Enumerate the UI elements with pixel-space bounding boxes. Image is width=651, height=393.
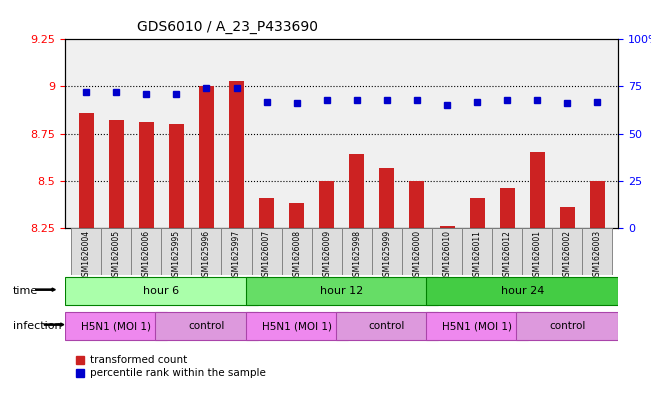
Bar (251, 228, 282, 275)
Bar (590, 181, 605, 228)
Bar (312, 228, 342, 275)
Bar (552, 228, 583, 275)
Bar (71, 228, 101, 275)
FancyBboxPatch shape (65, 312, 167, 340)
Bar (289, 204, 304, 228)
FancyBboxPatch shape (245, 312, 348, 340)
FancyBboxPatch shape (245, 277, 438, 305)
Legend: transformed count, percentile rank within the sample: transformed count, percentile rank withi… (70, 351, 270, 382)
Bar (139, 122, 154, 228)
Bar (432, 228, 462, 275)
FancyBboxPatch shape (65, 277, 258, 305)
Text: GSM1626008: GSM1626008 (292, 230, 301, 281)
Text: time: time (13, 286, 38, 296)
Text: hour 12: hour 12 (320, 286, 363, 296)
FancyBboxPatch shape (156, 312, 258, 340)
Bar (522, 228, 552, 275)
Text: H5N1 (MOI 1): H5N1 (MOI 1) (262, 321, 331, 331)
Text: H5N1 (MOI 1): H5N1 (MOI 1) (442, 321, 512, 331)
Bar (199, 86, 214, 228)
Text: GSM1626007: GSM1626007 (262, 230, 271, 281)
Text: GSM1626006: GSM1626006 (142, 230, 151, 281)
Text: infection: infection (13, 321, 62, 331)
Bar (350, 154, 365, 228)
Bar (132, 228, 161, 275)
Text: GSM1626004: GSM1626004 (81, 230, 90, 281)
Text: control: control (368, 321, 405, 331)
Text: GSM1625997: GSM1625997 (232, 230, 241, 281)
Bar (492, 228, 522, 275)
FancyBboxPatch shape (336, 312, 438, 340)
Bar (191, 228, 221, 275)
Bar (500, 188, 515, 228)
Bar (462, 228, 492, 275)
Bar (109, 120, 124, 228)
Bar (560, 207, 575, 228)
Bar (380, 167, 395, 228)
Bar (530, 152, 545, 228)
Bar (221, 228, 251, 275)
Text: GSM1626010: GSM1626010 (443, 230, 452, 281)
Bar (229, 81, 244, 228)
Text: GSM1625999: GSM1625999 (382, 230, 391, 281)
Bar (342, 228, 372, 275)
Bar (469, 198, 484, 228)
Text: GSM1626005: GSM1626005 (112, 230, 120, 281)
Bar (372, 228, 402, 275)
Bar (583, 228, 613, 275)
Bar (259, 198, 274, 228)
Text: GSM1626002: GSM1626002 (563, 230, 572, 281)
Bar (282, 228, 312, 275)
Text: GSM1626012: GSM1626012 (503, 230, 512, 281)
Bar (409, 181, 424, 228)
Text: GSM1626001: GSM1626001 (533, 230, 542, 281)
Text: H5N1 (MOI 1): H5N1 (MOI 1) (81, 321, 151, 331)
Bar (101, 228, 132, 275)
Text: GSM1626000: GSM1626000 (413, 230, 421, 281)
Bar (169, 124, 184, 228)
Text: control: control (188, 321, 225, 331)
Bar (79, 113, 94, 228)
Bar (161, 228, 191, 275)
Text: GSM1625998: GSM1625998 (352, 230, 361, 281)
Bar (402, 228, 432, 275)
Text: hour 24: hour 24 (501, 286, 544, 296)
Bar (439, 226, 454, 228)
Text: GSM1626009: GSM1626009 (322, 230, 331, 281)
Text: control: control (549, 321, 585, 331)
Bar (319, 181, 334, 228)
Text: GSM1626011: GSM1626011 (473, 230, 482, 281)
Text: GSM1626003: GSM1626003 (593, 230, 602, 281)
FancyBboxPatch shape (516, 312, 618, 340)
Text: GDS6010 / A_23_P433690: GDS6010 / A_23_P433690 (137, 20, 318, 34)
FancyBboxPatch shape (426, 277, 618, 305)
Text: hour 6: hour 6 (143, 286, 180, 296)
Text: GSM1625995: GSM1625995 (172, 230, 181, 281)
Text: GSM1625996: GSM1625996 (202, 230, 211, 281)
FancyBboxPatch shape (426, 312, 528, 340)
